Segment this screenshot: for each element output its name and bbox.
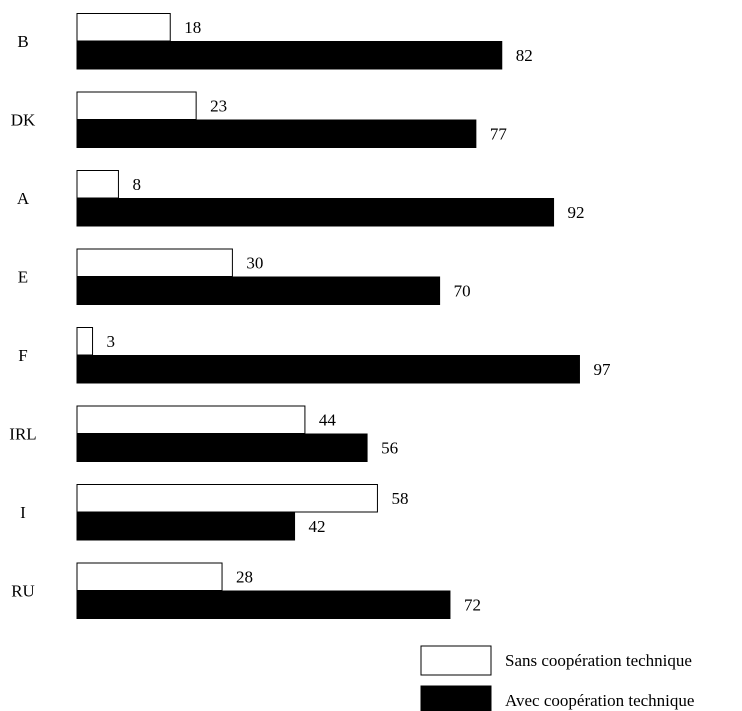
- bar-sans-cooperation: [76, 484, 378, 513]
- bar-avec-cooperation: [76, 276, 441, 305]
- value-label: 44: [319, 411, 337, 430]
- category-label: B: [17, 32, 28, 51]
- value-label: 92: [568, 203, 585, 222]
- value-label: 70: [454, 282, 471, 301]
- legend-label: Sans coopération technique: [505, 651, 692, 670]
- value-label: 8: [132, 175, 141, 194]
- category-group: F 3 97: [18, 327, 611, 384]
- value-label: 56: [381, 439, 398, 458]
- value-label: 82: [516, 46, 533, 65]
- bar-avec-cooperation: [76, 119, 477, 148]
- value-label: 28: [236, 568, 253, 587]
- value-label: 77: [490, 125, 508, 144]
- value-label: 42: [309, 517, 326, 536]
- bar-avec-cooperation: [76, 355, 580, 384]
- category-group: IRL 44 56: [9, 405, 398, 462]
- legend-swatch: [420, 685, 492, 711]
- value-label: 18: [184, 18, 201, 37]
- legend-label: Avec coopération technique: [505, 691, 694, 710]
- value-label: 23: [210, 97, 227, 116]
- category-group: DK 23 77: [11, 91, 508, 148]
- bar-sans-cooperation: [76, 91, 197, 120]
- value-label: 97: [593, 360, 611, 379]
- bar-sans-cooperation: [76, 327, 94, 356]
- category-label: IRL: [9, 425, 36, 444]
- bar-sans-cooperation: [76, 405, 306, 434]
- bar-sans-cooperation: [76, 562, 223, 591]
- legend-swatch: [420, 645, 492, 676]
- category-label: RU: [11, 582, 35, 601]
- category-group: RU 28 72: [11, 562, 481, 619]
- bar-sans-cooperation: [76, 170, 119, 199]
- bars-layer: B 18 82 DK 23 77 A 8 92 E 30 70 F 3 97 IRL 44 56 I 58 42 RU 28…: [9, 13, 611, 619]
- bar-avec-cooperation: [76, 590, 451, 619]
- category-label: I: [20, 503, 26, 522]
- category-label: E: [18, 268, 28, 287]
- category-group: E 30 70: [18, 248, 471, 305]
- category-group: A 8 92: [17, 170, 585, 227]
- bar-sans-cooperation: [76, 13, 171, 42]
- value-label: 72: [464, 596, 481, 615]
- bar-avec-cooperation: [76, 433, 368, 462]
- bar-avec-cooperation: [76, 41, 503, 70]
- value-label: 58: [391, 489, 408, 508]
- category-group: B 18 82: [17, 13, 533, 70]
- bar-sans-cooperation: [76, 248, 233, 277]
- category-label: F: [18, 346, 27, 365]
- bar-avec-cooperation: [76, 512, 296, 541]
- legend-item: Sans coopération technique: [420, 645, 692, 676]
- category-group: I 58 42: [20, 484, 408, 541]
- legend: Sans coopération technique Avec coopérati…: [420, 645, 694, 711]
- legend-item: Avec coopération technique: [420, 685, 694, 711]
- bar-avec-cooperation: [76, 198, 555, 227]
- value-label: 30: [246, 254, 263, 273]
- value-label: 3: [107, 332, 116, 351]
- category-label: DK: [11, 111, 36, 130]
- category-label: A: [17, 189, 30, 208]
